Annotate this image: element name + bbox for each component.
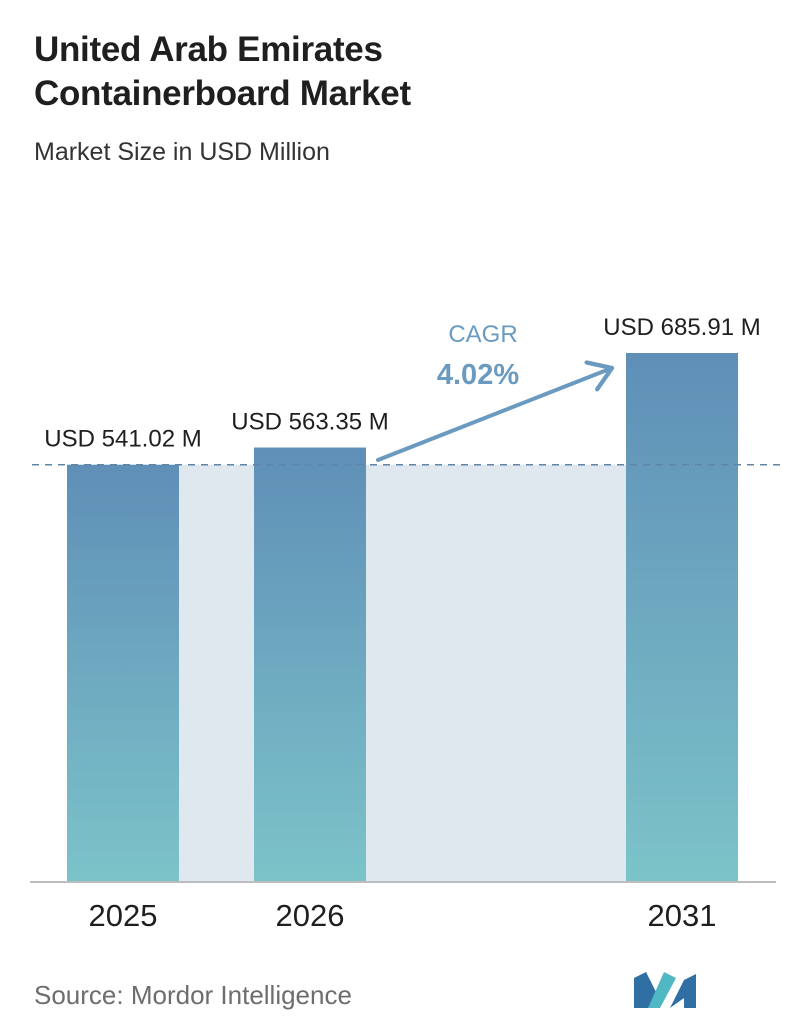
data-label-2026: USD 563.35 M: [231, 409, 388, 436]
chart-title: United Arab Emirates Containerboard Mark…: [34, 28, 774, 116]
mordor-intelligence-logo-icon: [634, 972, 696, 1008]
chart-subtitle: Market Size in USD Million: [34, 138, 330, 166]
source-note: Source: Mordor Intelligence: [34, 980, 352, 1010]
x-tick-2031: 2031: [648, 898, 717, 933]
chart-title-line-2: Containerboard Market: [34, 74, 411, 113]
data-label-2031: USD 685.91 M: [603, 314, 760, 341]
bar-2031: [626, 353, 738, 882]
cagr-label: CAGR: [448, 321, 517, 348]
x-tick-2026: 2026: [276, 898, 345, 933]
x-tick-2025: 2025: [89, 898, 158, 933]
cagr-value: 4.02%: [437, 359, 519, 391]
bar-chart: USD 541.02 M 2025 USD 563.35 M 2026 USD 685.…: [30, 314, 780, 933]
bar-2025: [67, 464, 179, 882]
chart-title-line-1: United Arab Emirates: [34, 30, 383, 69]
cagr-arrow: [376, 360, 615, 462]
bar-2026: [254, 447, 366, 882]
data-label-2025: USD 541.02 M: [44, 426, 201, 453]
